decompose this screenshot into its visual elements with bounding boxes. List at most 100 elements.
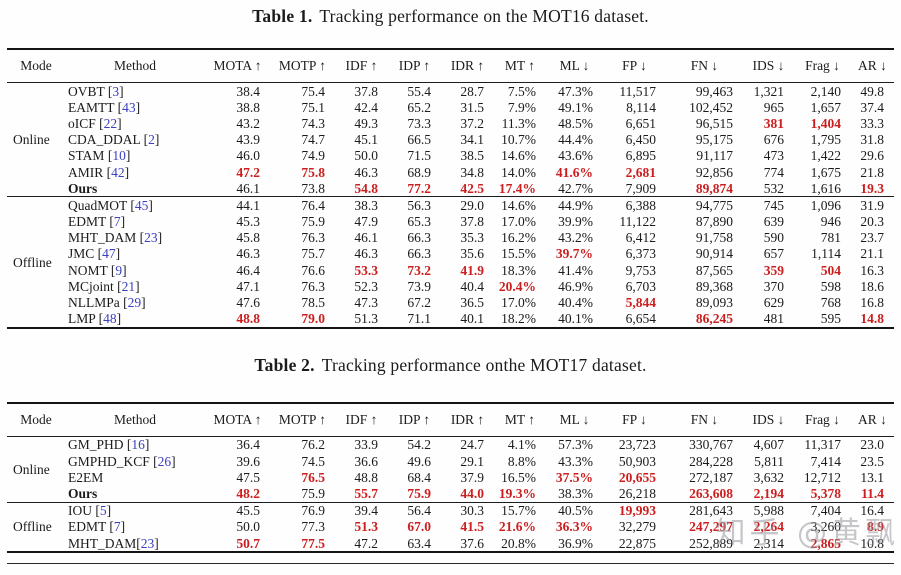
cell-frag: 595 [820, 311, 841, 327]
column-header-frag: Frag ↓ [805, 58, 840, 73]
table-row-nllmpa: NLLMPa [29] 47.6 78.5 47.3 67.2 36.5 17.0% 40.4… [7, 294, 894, 310]
method-label: MHT_DAM [68, 230, 137, 246]
cell-ids: 532 [763, 180, 784, 196]
method-label: OVBT [68, 83, 105, 99]
cell-ar: 19.3 [860, 180, 884, 196]
citation-link[interactable]: 45 [134, 197, 149, 213]
column-header-mt: MT ↑ [504, 58, 536, 73]
cell-ids: 639 [763, 214, 784, 230]
cell-fp: 19,993 [603, 501, 666, 519]
cell-mt: 4.1% [507, 437, 536, 453]
citation-link[interactable]: 5 [99, 503, 107, 519]
cell-fp: 2,681 [625, 164, 656, 180]
cell-mota: 46.3 [236, 246, 260, 262]
column-header-ids: IDS ↓ [752, 58, 785, 73]
cell-motp: 75.9 [301, 485, 325, 501]
cell-idr: 28.7 [460, 83, 484, 99]
citation-link[interactable]: 2 [148, 132, 155, 148]
header-row: Mode Method MOTA ↑ MOTP ↑ IDF ↑ IDP ↑ IDR ↑ MT … [7, 403, 894, 437]
citation-link[interactable]: 22 [103, 115, 118, 131]
cell-idf: 51.3 [354, 519, 378, 535]
cell-ml: 37.5% [555, 469, 593, 485]
citation-link[interactable]: 10 [112, 148, 126, 164]
cell-mt: 18.3% [501, 262, 536, 278]
cell-fp: 11,122 [619, 214, 656, 230]
cell-idr: 40.1 [460, 311, 484, 327]
citation-link[interactable]: 23 [140, 535, 155, 551]
cell-fp: 6,654 [625, 311, 656, 327]
cell-ids: 965 [763, 99, 784, 115]
cell-idp: 73.3 [407, 115, 431, 131]
column-header-idf: IDF ↑ [345, 411, 378, 427]
cell-fp: 32,279 [618, 519, 656, 535]
cell-motp: 77.5 [301, 535, 325, 551]
column-header-mode: Mode [20, 411, 52, 427]
mode-label-offline: Offline [7, 501, 65, 553]
cell-ar: 20.3 [860, 214, 884, 230]
cell-fp: 6,895 [625, 148, 656, 164]
cell-ml: 40.4% [558, 295, 593, 311]
citation-link[interactable]: 23 [144, 230, 158, 246]
cell-idf: 46.1 [354, 230, 378, 246]
cell-frag: 1,096 [794, 196, 851, 214]
citation-link[interactable]: 7 [113, 214, 121, 230]
cell-ml: 40.5% [546, 501, 603, 519]
cell-motp: 76.2 [301, 437, 325, 453]
cell-ids: 381 [763, 115, 784, 131]
method-label: EDMT [68, 214, 107, 230]
method-label: AMIR [68, 164, 104, 180]
cell-idf: 47.9 [354, 214, 378, 230]
cell-idp: 56.3 [388, 196, 441, 214]
cell-frag: 5,378 [810, 485, 841, 501]
citation-link[interactable]: 16 [131, 437, 145, 453]
citation-link[interactable]: 48 [103, 311, 117, 327]
cell-mota: 43.9 [236, 132, 260, 148]
citation-link[interactable]: 29 [127, 295, 142, 311]
cell-ids: 370 [763, 278, 784, 294]
cell-idp: 66.3 [407, 230, 431, 246]
cell-frag: 7,414 [810, 453, 841, 469]
cell-fp: 26,218 [618, 485, 656, 501]
cell-motp: 76.9 [270, 501, 335, 519]
cell-idr: 31.5 [460, 99, 484, 115]
column-header-ml: ML ↓ [559, 411, 590, 427]
cell-mota: 47.2 [236, 164, 260, 180]
cell-idp: 73.9 [407, 278, 431, 294]
cell-ar: 31.9 [851, 196, 894, 214]
cell-fn: 89,093 [695, 295, 733, 311]
cell-mota: 38.8 [236, 99, 260, 115]
table1-caption-label: Table 1. [252, 6, 313, 26]
citation-link[interactable]: 21 [121, 278, 136, 294]
cell-idr: 37.6 [460, 535, 484, 551]
citation-link[interactable]: 7 [113, 519, 121, 535]
citation-link[interactable]: 26 [157, 453, 172, 469]
method-label: NOMT [68, 262, 108, 278]
cell-motp: 74.7 [301, 132, 325, 148]
method-name: JMC [47] [68, 246, 121, 262]
method-label: GM_PHD [68, 437, 124, 453]
cell-fn: 247,297 [689, 519, 733, 535]
column-header-ar: AR ↓ [858, 411, 887, 427]
citation-link[interactable]: 42 [111, 164, 125, 180]
citation-link[interactable]: 47 [102, 246, 116, 262]
cell-frag: 598 [820, 278, 841, 294]
method-name: GMPHD_KCF [26] [68, 453, 176, 469]
cell-mt: 7.9% [507, 99, 536, 115]
cell-ar: 14.8 [860, 311, 884, 327]
cell-fp: 9,753 [625, 262, 656, 278]
cell-mt: 7.5% [507, 83, 536, 99]
method-label: IOU [68, 503, 92, 519]
citation-link[interactable]: 3 [112, 83, 120, 99]
mode-label-offline: Offline [7, 196, 65, 328]
method-name: IOU [5] [65, 501, 205, 519]
cell-ar: 49.8 [860, 83, 884, 99]
cell-idf: 49.3 [354, 115, 378, 131]
cell-frag: 11,317 [804, 437, 841, 453]
cell-idr: 34.1 [460, 132, 484, 148]
citation-link[interactable]: 43 [122, 99, 136, 115]
cell-idf: 48.8 [354, 469, 378, 485]
cell-frag: 1,657 [810, 99, 841, 115]
cell-mota: 45.3 [236, 214, 260, 230]
citation-link[interactable]: 9 [115, 262, 123, 278]
